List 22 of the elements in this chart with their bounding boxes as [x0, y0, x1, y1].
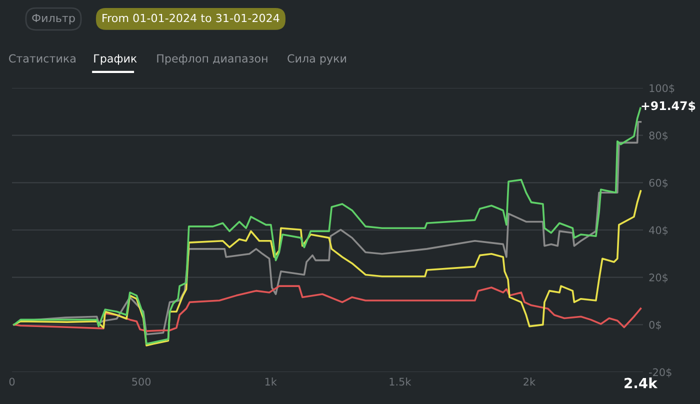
text: Префлоп диапазон: [157, 54, 268, 65]
text: From 01-01-2024 to 31-01-2024: [102, 14, 280, 22]
y-tick-label: 20$: [649, 273, 668, 283]
text: Сила руки: [288, 54, 346, 65]
x-tick-label: 2.4k: [624, 378, 658, 388]
x-tick-label: 500: [132, 378, 151, 386]
text: Статистика: [9, 54, 76, 63]
y-tick-label: 80$: [649, 131, 668, 141]
y-tick-label: -20$: [649, 368, 672, 378]
y-tick-label: 100$: [650, 84, 674, 94]
y-tick-label: 60$: [649, 178, 668, 188]
x-tick-label: 1k: [265, 378, 277, 386]
x-tick-label: 1.5k: [390, 378, 412, 386]
annotation: +91.47$: [642, 101, 696, 112]
x-tick-label: 0: [9, 378, 15, 386]
y-tick-label: 0$: [649, 320, 661, 330]
line-series: [13, 190, 642, 346]
text: Фильтр: [32, 14, 75, 24]
x-tick-label: 2k: [524, 378, 536, 386]
y-tick-label: 40$: [649, 226, 668, 236]
line-series: [13, 285, 642, 332]
text: График: [94, 54, 137, 65]
